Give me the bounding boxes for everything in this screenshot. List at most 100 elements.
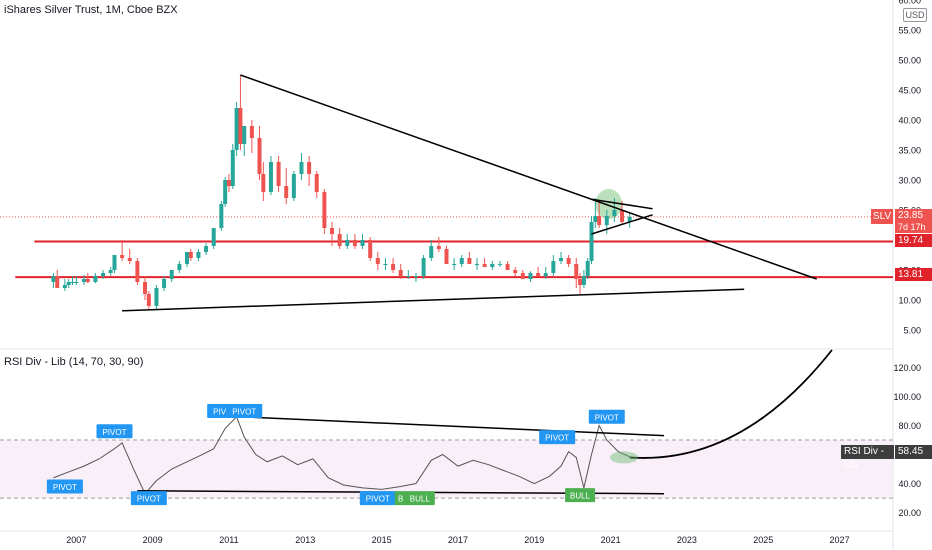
candle-body — [383, 264, 388, 265]
annotation-tag-7 — [404, 491, 435, 506]
price-trendline-0 — [240, 74, 817, 280]
rsi-value-tag: 58.45 — [895, 445, 932, 459]
candle-body — [93, 276, 98, 282]
candle-body — [452, 264, 457, 265]
candle-body — [204, 246, 209, 252]
candle-body — [578, 279, 583, 285]
candle-body — [585, 261, 590, 276]
candle-body — [112, 255, 117, 270]
time-tick-4: 2015 — [372, 535, 392, 545]
rsi-projection-curve — [629, 349, 833, 459]
candle-body — [226, 180, 231, 186]
rsi-tick-2: 80.00 — [898, 421, 921, 431]
candle-body — [238, 108, 243, 144]
annotation-label-8: PIVOT — [545, 434, 569, 443]
candle-body — [459, 258, 464, 264]
annotation-tag-5 — [359, 491, 396, 506]
level-tag-13: 13.81 — [895, 268, 932, 281]
annotation-label-4: PIVOT — [232, 407, 256, 416]
annotation-label-3: PIVOT — [213, 407, 237, 416]
price-tick-10: 10.00 — [898, 296, 921, 306]
annotation-tag-1 — [96, 424, 133, 439]
rsi-line — [53, 415, 630, 495]
candle-body — [154, 288, 159, 306]
candle-body — [597, 216, 602, 225]
candle-body — [566, 258, 571, 264]
currency-badge[interactable]: USD — [903, 8, 927, 22]
candle-body — [593, 216, 598, 222]
candle-body — [66, 282, 71, 285]
candle-body — [475, 264, 480, 265]
annotation-tag-0 — [46, 479, 83, 494]
candle-body — [604, 216, 609, 225]
price-tick-11: 5.00 — [903, 326, 921, 336]
time-tick-5: 2017 — [448, 535, 468, 545]
price-tick-4: 40.00 — [898, 116, 921, 126]
candle-body — [230, 150, 235, 186]
candle-body — [85, 279, 90, 282]
time-tick-3: 2013 — [295, 535, 315, 545]
annotation-tag-6 — [394, 491, 407, 506]
candle-body — [337, 234, 342, 246]
annotation-label-9: BULL — [570, 492, 591, 501]
candle-body — [406, 276, 411, 277]
price-trendline-2 — [591, 198, 653, 210]
time-tick-6: 2019 — [524, 535, 544, 545]
candle-body — [120, 255, 125, 258]
rsi-highlight — [609, 451, 638, 464]
countdown-tag: 7d 17h — [895, 222, 932, 233]
price-tick-0: 60.00 — [898, 0, 921, 6]
candle-body — [261, 174, 266, 192]
candle-body — [375, 258, 380, 264]
annotation-label-5: PIVOT — [366, 495, 390, 504]
candle-body — [211, 228, 216, 246]
candle-body — [612, 210, 617, 216]
price-tick-1: 55.00 — [898, 26, 921, 36]
rsi-title: RSI Div - Lib (14, 70, 30, 90) — [4, 356, 144, 368]
price-trendline-1 — [122, 288, 745, 312]
candle-body — [467, 258, 472, 264]
candle-body — [330, 228, 335, 234]
candle-body — [444, 249, 449, 264]
candle-body — [368, 240, 373, 258]
time-tick-8: 2023 — [677, 535, 697, 545]
candle-body — [551, 261, 556, 273]
annotation-label-0: PIVOT — [53, 483, 77, 492]
ticker-label: SLV — [871, 209, 893, 224]
rsi-tick-5: 20.00 — [898, 508, 921, 518]
rsi-tick-4: 40.00 — [898, 479, 921, 489]
annotation-tag-8 — [539, 430, 576, 445]
rsi-tick-1: 100.00 — [893, 392, 921, 402]
candle-body — [101, 273, 106, 276]
candle-body — [291, 174, 296, 198]
candle-body — [322, 192, 327, 228]
candle-body — [177, 264, 182, 270]
candle-body — [436, 246, 441, 249]
rsi-name-tag: RSI Div - Lib — [841, 445, 894, 471]
price-tick-3: 45.00 — [898, 86, 921, 96]
price-trendline-3 — [591, 214, 653, 235]
candle-body — [127, 258, 132, 261]
annotation-tag-9 — [565, 488, 596, 503]
candle-body — [223, 180, 228, 204]
candle-body — [413, 276, 418, 277]
candle-body — [196, 252, 201, 258]
annotation-tag-4 — [226, 403, 263, 418]
price-tick-6: 30.00 — [898, 176, 921, 186]
candle-body — [135, 261, 140, 282]
candle-body — [70, 282, 75, 283]
candle-body — [184, 252, 189, 264]
candle-body — [497, 264, 502, 265]
annotation-label-10: PIVOT — [595, 413, 619, 422]
candle-body — [299, 162, 304, 174]
candle-body — [620, 210, 625, 222]
candle-body — [490, 264, 495, 267]
candle-body — [528, 273, 533, 279]
candle-body — [391, 264, 396, 270]
candle-body — [169, 270, 174, 279]
candle-body — [55, 276, 60, 288]
candle-body — [307, 162, 312, 174]
candle-body — [81, 279, 86, 282]
candle-body — [421, 258, 426, 276]
